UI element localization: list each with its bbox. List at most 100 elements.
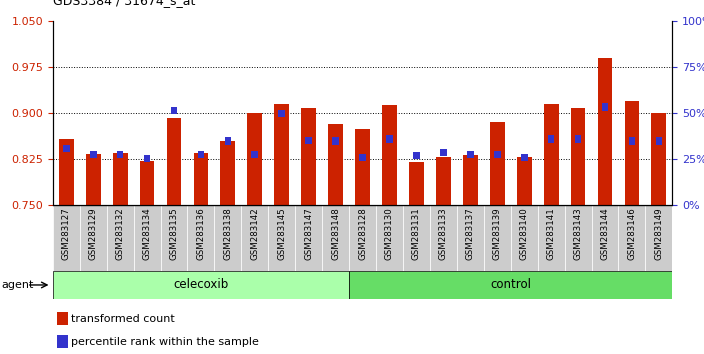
Text: GSM283134: GSM283134 <box>143 207 151 260</box>
Bar <box>139 161 154 205</box>
Bar <box>167 118 182 205</box>
Text: control: control <box>490 279 532 291</box>
Bar <box>170 107 177 114</box>
Text: GSM283127: GSM283127 <box>62 207 71 260</box>
Text: celecoxib: celecoxib <box>173 279 229 291</box>
Text: GSM283128: GSM283128 <box>358 207 367 260</box>
Bar <box>161 205 187 271</box>
Bar <box>598 58 612 205</box>
Bar <box>574 135 582 143</box>
Bar <box>355 129 370 205</box>
Text: GSM283138: GSM283138 <box>223 207 232 260</box>
Bar <box>220 141 235 205</box>
Text: GSM283135: GSM283135 <box>170 207 179 260</box>
Text: GSM283142: GSM283142 <box>251 207 259 260</box>
Bar <box>322 205 349 271</box>
Bar <box>56 312 68 325</box>
Bar <box>382 105 397 205</box>
Bar <box>538 205 565 271</box>
Text: agent: agent <box>1 280 34 290</box>
Text: GSM283137: GSM283137 <box>466 207 474 260</box>
Text: GSM283146: GSM283146 <box>627 207 636 260</box>
Bar <box>359 154 366 161</box>
Bar <box>306 137 312 144</box>
Bar <box>251 151 258 158</box>
Text: GSM283131: GSM283131 <box>412 207 421 260</box>
Bar <box>517 158 532 205</box>
Bar <box>571 108 586 205</box>
Text: GSM283144: GSM283144 <box>601 207 610 260</box>
Bar <box>198 151 204 158</box>
Bar <box>53 271 349 299</box>
Text: GSM283132: GSM283132 <box>115 207 125 260</box>
Text: percentile rank within the sample: percentile rank within the sample <box>71 337 259 347</box>
Bar <box>278 110 285 117</box>
Bar <box>215 205 241 271</box>
Text: GDS3384 / 31674_s_at: GDS3384 / 31674_s_at <box>53 0 195 7</box>
Bar <box>59 139 74 205</box>
Bar <box>618 205 646 271</box>
Bar <box>86 154 101 205</box>
Text: GSM283139: GSM283139 <box>493 207 502 260</box>
Bar <box>565 205 591 271</box>
Bar <box>651 113 666 205</box>
Bar <box>409 162 424 205</box>
Bar <box>484 205 510 271</box>
Text: GSM283141: GSM283141 <box>546 207 555 260</box>
Bar <box>548 135 555 143</box>
Bar <box>53 205 80 271</box>
Text: GSM283140: GSM283140 <box>520 207 529 260</box>
Bar <box>521 154 527 161</box>
Text: GSM283147: GSM283147 <box>304 207 313 260</box>
Bar <box>494 151 501 158</box>
Text: GSM283129: GSM283129 <box>89 207 98 260</box>
Bar <box>134 205 161 271</box>
Bar <box>624 101 639 205</box>
Bar <box>295 205 322 271</box>
Text: GSM283143: GSM283143 <box>574 207 582 260</box>
Bar <box>467 151 474 158</box>
Text: GSM283149: GSM283149 <box>654 207 663 260</box>
Bar <box>591 205 618 271</box>
Bar <box>403 205 430 271</box>
Bar <box>63 144 70 152</box>
Text: GSM283136: GSM283136 <box>196 207 206 260</box>
Bar <box>386 135 393 143</box>
Bar <box>275 104 289 205</box>
Bar <box>655 137 662 144</box>
Bar <box>349 205 376 271</box>
Bar <box>107 205 134 271</box>
Bar <box>187 205 215 271</box>
Bar <box>349 271 672 299</box>
Bar <box>602 103 608 111</box>
Bar <box>247 113 262 205</box>
Bar <box>490 122 505 205</box>
Text: GSM283148: GSM283148 <box>331 207 340 260</box>
Text: transformed count: transformed count <box>71 314 175 324</box>
Bar <box>376 205 403 271</box>
Bar <box>463 155 478 205</box>
Bar <box>413 152 420 159</box>
Bar <box>436 158 451 205</box>
Bar <box>430 205 457 271</box>
Text: GSM283145: GSM283145 <box>277 207 287 260</box>
Bar <box>268 205 295 271</box>
Bar <box>113 153 127 205</box>
Bar <box>629 137 635 144</box>
Bar <box>144 155 151 162</box>
Bar <box>225 137 231 144</box>
Bar <box>194 153 208 205</box>
Bar <box>80 205 107 271</box>
Bar <box>510 205 538 271</box>
Bar <box>646 205 672 271</box>
Bar <box>301 108 316 205</box>
Bar <box>90 151 96 158</box>
Bar <box>457 205 484 271</box>
Text: GSM283130: GSM283130 <box>385 207 394 260</box>
Bar <box>117 151 123 158</box>
Text: GSM283133: GSM283133 <box>439 207 448 260</box>
Bar <box>241 205 268 271</box>
Bar <box>543 104 558 205</box>
Bar <box>56 335 68 348</box>
Bar <box>328 124 343 205</box>
